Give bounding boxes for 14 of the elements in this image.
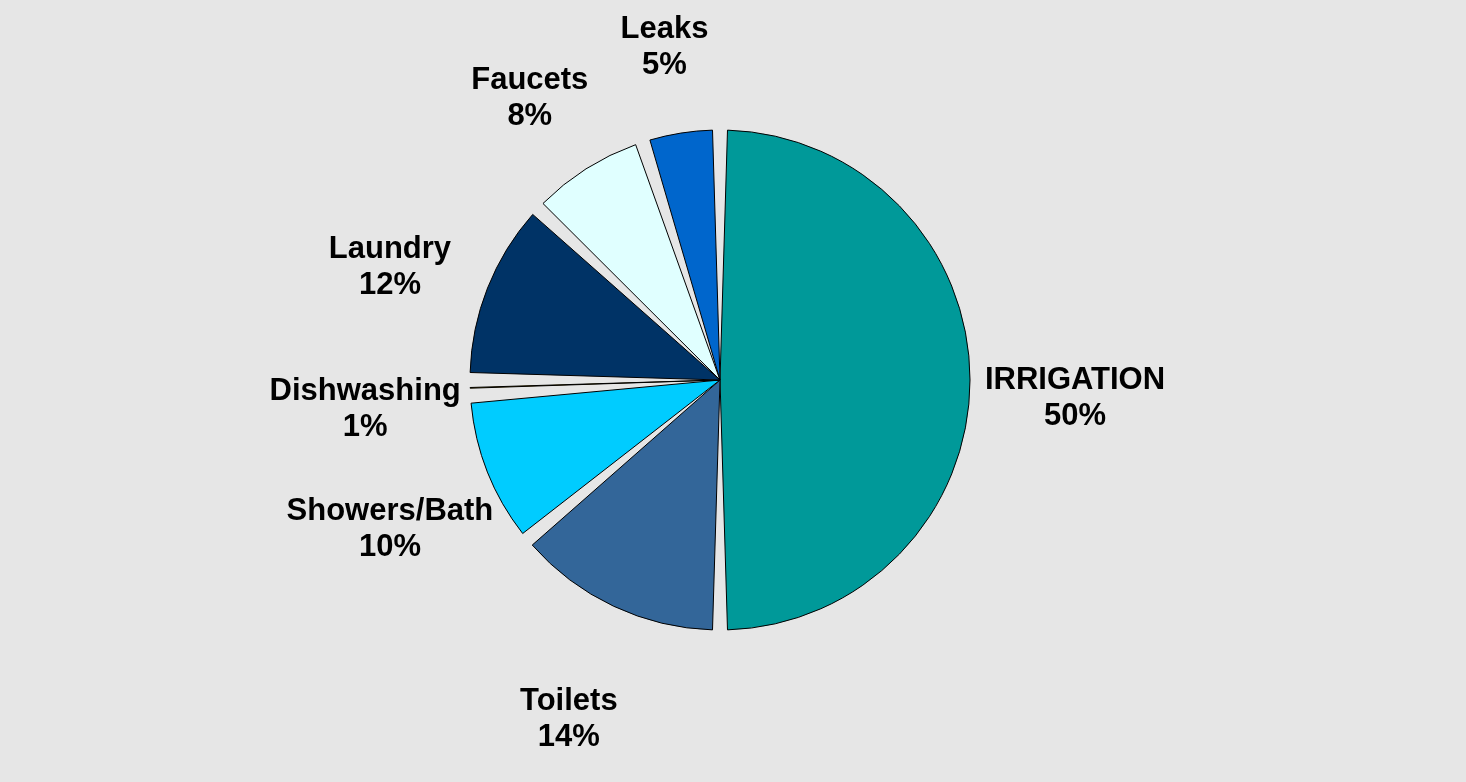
- slice-label: IRRIGATION: [984, 361, 1166, 396]
- slice-label: Leaks: [620, 10, 709, 46]
- data-label: 8%: [507, 97, 553, 133]
- slice-label: Faucets: [471, 61, 589, 97]
- data-label: 1%: [342, 408, 388, 444]
- slice-label: Dishwashing: [269, 372, 461, 408]
- slice-label: Showers/Bath: [286, 491, 494, 527]
- data-label: 14%: [537, 718, 600, 754]
- slice-label: Toilets: [520, 682, 618, 718]
- data-label: 5%: [642, 46, 687, 82]
- slice-label: Laundry: [328, 230, 452, 266]
- data-label: 50%: [1043, 397, 1107, 432]
- data-label: 10%: [358, 527, 421, 563]
- data-label: 12%: [358, 266, 421, 302]
